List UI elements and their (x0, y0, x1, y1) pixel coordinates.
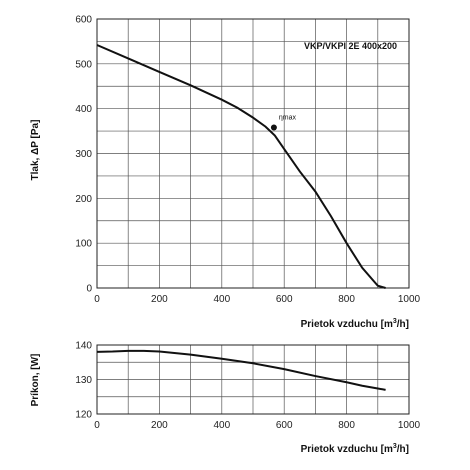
power-x-tick-label: 400 (213, 420, 230, 431)
pressure-eta-max-label: ηmax (279, 114, 297, 121)
pressure-y-tick-label: 200 (75, 194, 92, 205)
power-y-axis-title: Príkon, [W] (30, 354, 41, 407)
power-x-axis-title: Prietok vzduchu [m3/h] (301, 443, 409, 455)
pressure-x-tick-label: 600 (276, 294, 293, 305)
pressure-y-tick-label: 400 (75, 104, 92, 115)
power-curve (96, 349, 386, 391)
pressure-x-axis-title: Prietok vzduchu [m3/h] (301, 318, 409, 330)
pressure-y-axis-title: Tlak, ΔP [Pa] (30, 120, 41, 181)
pressure-y-tick-label: 100 (75, 239, 92, 250)
power-x-tick-label: 0 (94, 420, 100, 431)
pressure-chart-title: VKP/VKPI 2E 400x200 (304, 41, 397, 51)
power-x-tick-label: 600 (276, 420, 293, 431)
pressure-x-tick-label: 400 (213, 294, 230, 305)
pressure-eta-max-point (270, 124, 277, 131)
power-plot-frame (96, 344, 410, 415)
power-y-tick-label: 140 (75, 341, 92, 352)
power-x-tick-label: 800 (338, 420, 355, 431)
pressure-x-tick-label: 800 (338, 294, 355, 305)
pressure-plot-frame (96, 18, 410, 289)
pressure-x-tick-label: 1000 (398, 294, 421, 305)
pressure-y-tick-label: 0 (86, 284, 92, 295)
power-y-tick-label: 120 (75, 410, 92, 421)
pressure-panel: 0 200 400 600 800 1000 0 100 200 300 400 500 600 Tlak… (30, 15, 421, 331)
pressure-x-tick-label: 0 (94, 294, 100, 305)
power-x-tick-label: 200 (151, 420, 168, 431)
pressure-x-tick-label: 200 (151, 294, 168, 305)
pressure-curve (96, 44, 386, 289)
pressure-y-tick-label: 300 (75, 149, 92, 160)
power-panel: 0 200 400 600 800 1000 120 130 140 Príkon, [W] Pri… (30, 341, 421, 456)
power-y-tick-label: 130 (75, 375, 92, 386)
power-x-tick-label: 1000 (398, 420, 421, 431)
pressure-y-tick-label: 500 (75, 59, 92, 70)
pressure-y-tick-label: 600 (75, 15, 92, 26)
